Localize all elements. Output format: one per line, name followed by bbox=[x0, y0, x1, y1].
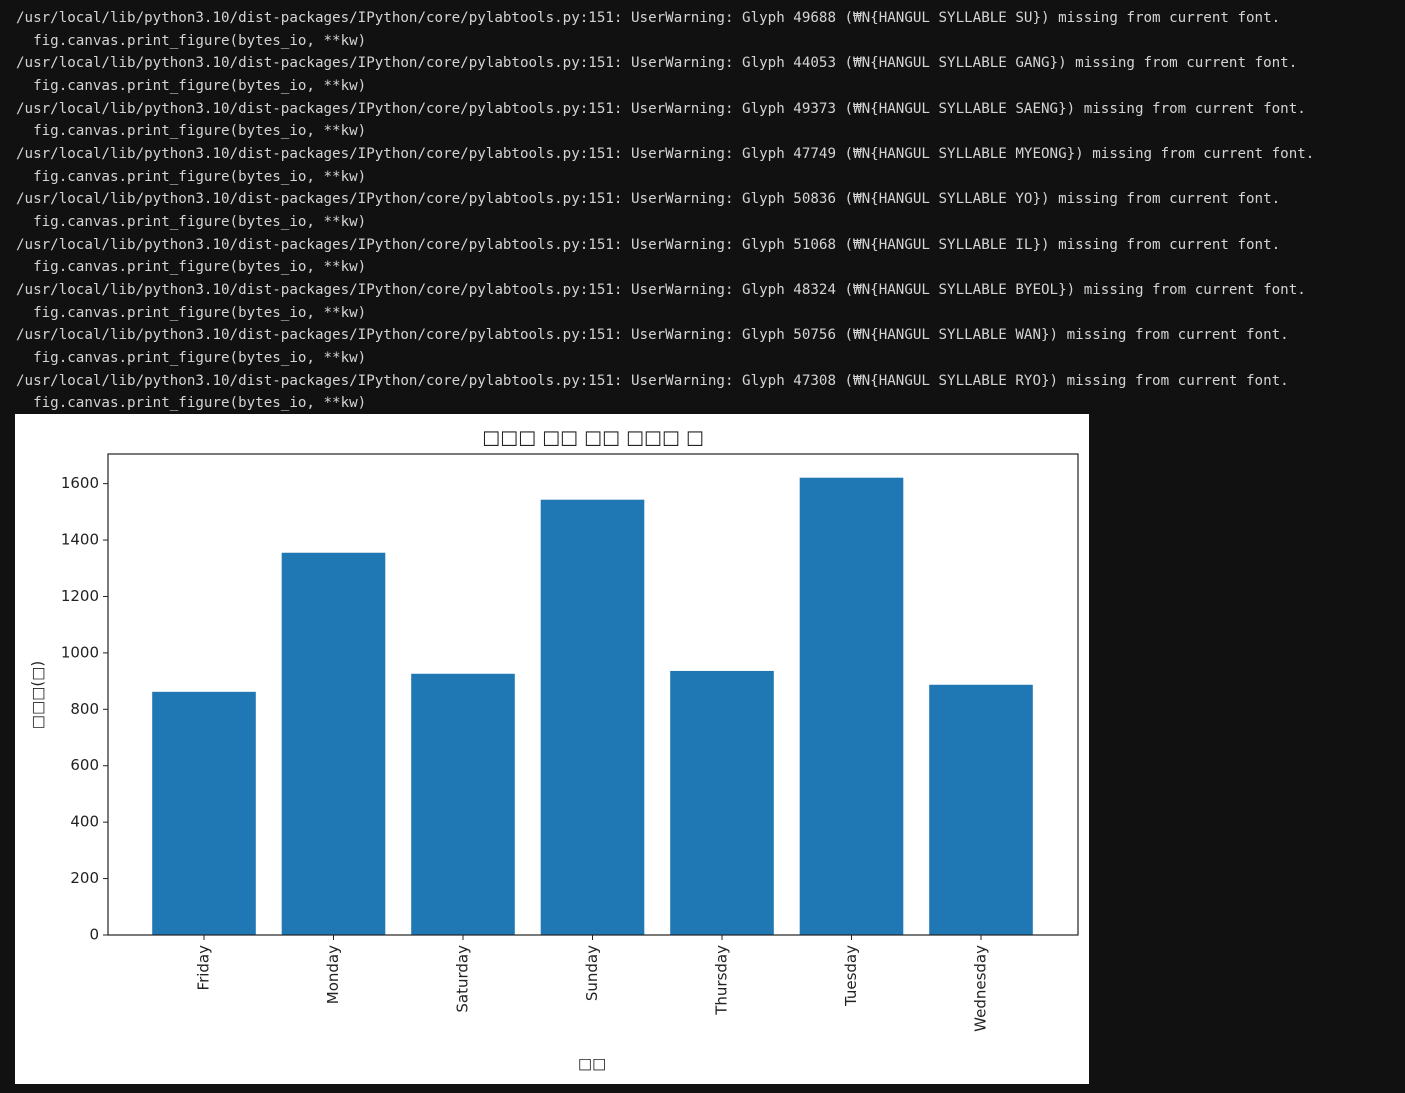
warning-source: fig.canvas.print_figure(bytes_io, **kw) bbox=[16, 32, 367, 49]
x-tick-label: Friday bbox=[195, 945, 213, 991]
warning-log: /usr/local/lib/python3.10/dist-packages/… bbox=[16, 7, 1314, 415]
y-tick-label: 1600 bbox=[61, 474, 99, 492]
x-tick-label: Monday bbox=[324, 945, 342, 1004]
warning-message: /usr/local/lib/python3.10/dist-packages/… bbox=[16, 327, 1289, 344]
bar bbox=[152, 691, 256, 935]
y-tick-label: 400 bbox=[70, 813, 99, 831]
y-tick-label: 800 bbox=[70, 700, 99, 718]
warning-message: /usr/local/lib/python3.10/dist-packages/… bbox=[16, 10, 1281, 26]
y-tick-label: 600 bbox=[70, 756, 99, 774]
x-tick-label: Saturday bbox=[454, 945, 472, 1013]
y-tick-label: 1200 bbox=[61, 587, 99, 605]
y-tick-label: 1000 bbox=[61, 643, 99, 661]
y-tick-label: 0 bbox=[89, 926, 99, 944]
chart: □□□ □□ □□ □□□ □ □□ □□□(□) 0 200 400 600 800 1… bbox=[15, 414, 1089, 1084]
y-axis-label: □□□(□) bbox=[29, 661, 47, 729]
warning-source: fig.canvas.print_figure(bytes_io, **kw) bbox=[16, 395, 367, 412]
warning-message: /usr/local/lib/python3.10/dist-packages/… bbox=[16, 191, 1281, 208]
x-tick-label: Thursday bbox=[713, 945, 731, 1016]
x-tick-label: Tuesday bbox=[842, 945, 860, 1007]
warning-message: /usr/local/lib/python3.10/dist-packages/… bbox=[16, 236, 1281, 253]
warning-message: /usr/local/lib/python3.10/dist-packages/… bbox=[16, 55, 1298, 72]
x-tick-label: Sunday bbox=[583, 945, 601, 1001]
bar bbox=[411, 673, 515, 935]
x-tick-label: Wednesday bbox=[972, 945, 990, 1032]
x-axis-label: □□ bbox=[578, 1055, 606, 1073]
warning-source: fig.canvas.print_figure(bytes_io, **kw) bbox=[16, 213, 367, 230]
warning-message: /usr/local/lib/python3.10/dist-packages/… bbox=[16, 145, 1315, 162]
bar bbox=[670, 670, 774, 935]
warning-source: fig.canvas.print_figure(bytes_io, **kw) bbox=[16, 123, 367, 140]
plot-frame bbox=[107, 453, 1079, 936]
warning-source: fig.canvas.print_figure(bytes_io, **kw) bbox=[16, 349, 367, 366]
warning-source: fig.canvas.print_figure(bytes_io, **kw) bbox=[16, 304, 367, 321]
chart-title: □□□ □□ □□ □□□ □ bbox=[482, 427, 704, 449]
bar bbox=[799, 477, 904, 935]
y-tick-label: 1400 bbox=[61, 531, 99, 549]
warning-source: fig.canvas.print_figure(bytes_io, **kw) bbox=[16, 259, 367, 276]
bar bbox=[540, 499, 645, 935]
warning-message: /usr/local/lib/python3.10/dist-packages/… bbox=[16, 100, 1306, 117]
warning-source: fig.canvas.print_figure(bytes_io, **kw) bbox=[16, 77, 367, 94]
warning-message: /usr/local/lib/python3.10/dist-packages/… bbox=[16, 372, 1289, 389]
bar bbox=[929, 684, 1033, 935]
y-tick-label: 200 bbox=[70, 869, 99, 887]
warning-message: /usr/local/lib/python3.10/dist-packages/… bbox=[16, 281, 1306, 298]
bar bbox=[281, 552, 386, 935]
warning-source: fig.canvas.print_figure(bytes_io, **kw) bbox=[16, 168, 367, 185]
